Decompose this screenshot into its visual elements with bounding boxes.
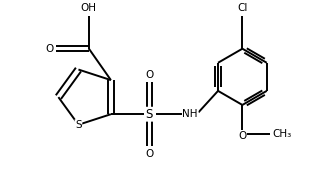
Text: O: O <box>145 149 154 159</box>
Text: Cl: Cl <box>237 3 248 13</box>
Text: S: S <box>146 108 153 121</box>
Text: OH: OH <box>81 3 97 13</box>
Text: O: O <box>45 43 53 54</box>
Text: CH₃: CH₃ <box>272 128 291 139</box>
Text: O: O <box>145 70 154 80</box>
Text: S: S <box>75 120 82 130</box>
Text: O: O <box>238 131 246 141</box>
Text: NH: NH <box>183 109 198 119</box>
